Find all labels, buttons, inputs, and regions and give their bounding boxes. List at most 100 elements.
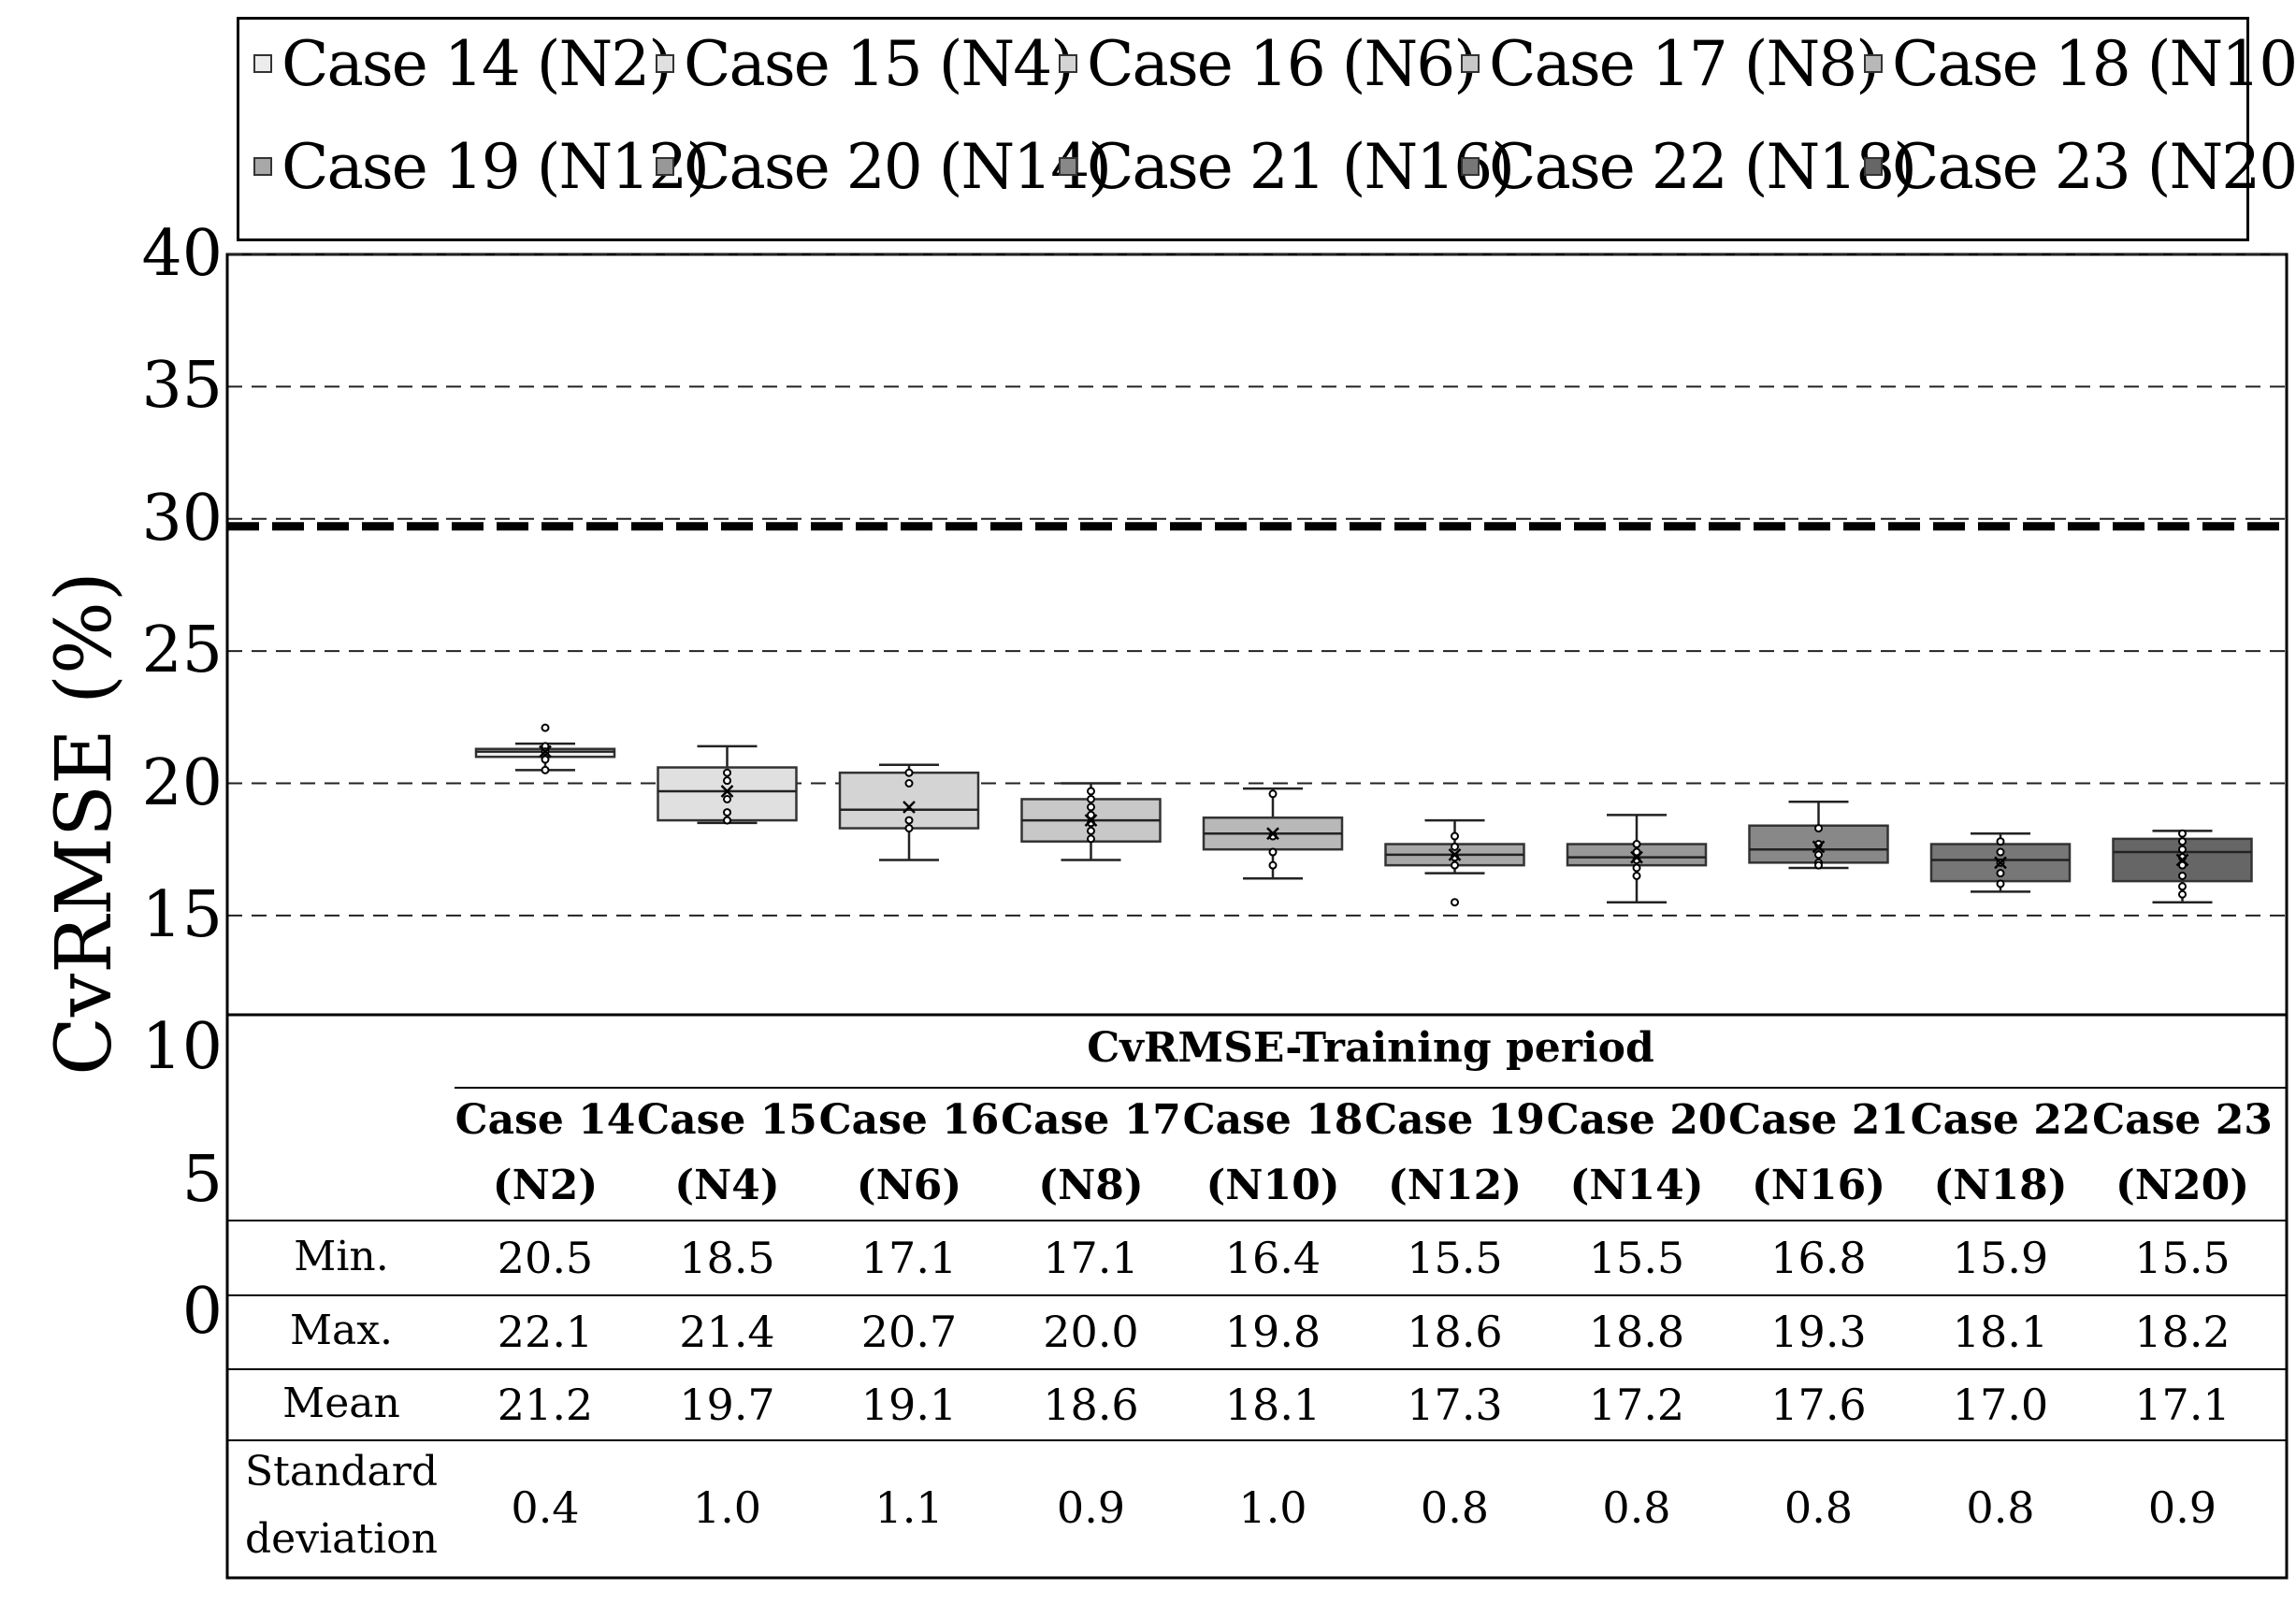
legend-entry: Case 17 (N8) <box>1461 22 1880 106</box>
legend-entry: Case 21 (N16) <box>1059 124 1515 209</box>
data-point <box>723 816 731 825</box>
legend-label: Case 15 (N4) <box>684 27 1075 100</box>
mean-marker <box>720 785 734 798</box>
row-label: Max. <box>289 1307 394 1354</box>
data-point <box>1996 837 2005 846</box>
chart-legend: Case 14 (N2) Case 15 (N4) Case 16 (N6) Case… <box>237 17 2296 241</box>
column-header-case: Case 16 <box>818 1096 1000 1144</box>
legend-label: Case 19 (N12) <box>282 130 710 203</box>
data-point <box>1268 847 1278 857</box>
data-point <box>1996 879 2005 889</box>
legend-label: Case 18 (N10) <box>1892 27 2296 100</box>
table-cell: 18.5 <box>679 1233 775 1283</box>
data-point <box>2178 882 2187 891</box>
legend-swatch <box>1864 157 1883 176</box>
data-point <box>1814 824 1823 833</box>
data-point <box>1632 847 1641 857</box>
data-point <box>904 779 914 788</box>
table-cell: 17.1 <box>1043 1233 1139 1283</box>
legend-swatch <box>253 54 272 73</box>
data-point <box>1451 842 1459 851</box>
table-cell: 20.0 <box>1043 1307 1139 1357</box>
table-cell: 18.6 <box>1407 1307 1503 1357</box>
legend-label: Case 23 (N20) <box>1892 130 2296 203</box>
y-tick-label: 30 <box>141 481 223 556</box>
row-label: Min. <box>294 1233 389 1280</box>
column-header-n: (N14) <box>1569 1162 1704 1209</box>
column-header-case: Case 22 <box>1910 1096 2091 1144</box>
column-header-case: Case 17 <box>1001 1096 1181 1144</box>
legend-label: Case 14 (N2) <box>282 27 672 100</box>
data-point <box>1451 898 1459 907</box>
table-cell: 17.1 <box>2134 1380 2231 1430</box>
table-cell: 17.6 <box>1770 1380 1867 1430</box>
column-header-n: (N12) <box>1387 1162 1523 1209</box>
data-point <box>1451 860 1459 870</box>
data-point <box>541 755 550 764</box>
table-cell: 15.5 <box>1407 1233 1503 1283</box>
table-cell: 17.3 <box>1407 1380 1503 1430</box>
data-point <box>2178 845 2187 854</box>
table-cell: 18.6 <box>1043 1380 1139 1430</box>
mean-marker <box>1630 850 1643 864</box>
legend-label: Case 17 (N8) <box>1489 27 1880 100</box>
column-header-n: (N16) <box>1751 1162 1886 1209</box>
data-point <box>904 768 914 777</box>
table-cell: 0.8 <box>1420 1482 1490 1533</box>
legend-entry: Case 23 (N20) <box>1864 124 2296 209</box>
mean-marker <box>539 744 552 759</box>
legend-label: Case 21 (N16) <box>1087 130 1515 203</box>
table-cell: 17.1 <box>860 1233 958 1283</box>
row-label-line1: Standard <box>245 1448 438 1496</box>
legend-entry: Case 18 (N10) <box>1864 22 2296 106</box>
table-cell: 18.2 <box>2134 1307 2231 1357</box>
data-point <box>723 794 731 803</box>
column-header-case: Case 18 <box>1182 1096 1364 1144</box>
legend-swatch <box>1461 157 1480 176</box>
mean-marker <box>1084 814 1098 827</box>
data-point <box>541 723 550 732</box>
column-header-n: (N4) <box>674 1162 780 1209</box>
data-point <box>2178 860 2187 870</box>
table-cell: 15.9 <box>1952 1233 2049 1283</box>
table-cell: 19.8 <box>1224 1307 1321 1357</box>
legend-swatch <box>1461 54 1480 73</box>
table-cell: 15.5 <box>2134 1233 2231 1283</box>
table-cell: 1.0 <box>1238 1482 1307 1533</box>
data-point <box>723 768 731 777</box>
table-cell: 17.0 <box>1952 1380 2049 1430</box>
legend-label: Case 22 (N18) <box>1489 130 1917 203</box>
data-point <box>904 816 914 825</box>
mean-marker <box>1266 827 1279 841</box>
data-point <box>1632 863 1641 873</box>
mean-marker <box>1994 856 2007 870</box>
data-point <box>1087 810 1095 819</box>
legend-entry: Case 15 (N4) <box>656 22 1075 106</box>
legend-entry: Case 20 (N14) <box>656 124 1112 209</box>
table-cell: 16.4 <box>1224 1233 1321 1283</box>
legend-entry: Case 16 (N6) <box>1059 22 1478 106</box>
table-cell: 20.7 <box>860 1307 958 1357</box>
table-cell: 15.5 <box>1588 1233 1685 1283</box>
row-label: Mean <box>282 1380 400 1427</box>
column-header-case: Case 15 <box>637 1096 817 1144</box>
y-tick-label: 25 <box>141 614 223 688</box>
column-header-n: (N10) <box>1206 1162 1340 1209</box>
mean-marker <box>2175 853 2189 867</box>
table-cell: 0.9 <box>1056 1482 1126 1533</box>
data-point <box>1087 834 1095 844</box>
table-cell: 0.8 <box>1966 1482 2035 1533</box>
legend-swatch <box>1059 54 1077 73</box>
column-header-n: (N6) <box>856 1162 962 1209</box>
table-cell: 18.8 <box>1588 1307 1685 1357</box>
mean-marker <box>1812 840 1826 854</box>
table-cell: 1.1 <box>874 1482 944 1533</box>
mean-marker <box>903 801 916 814</box>
column-header-case: Case 21 <box>1728 1096 1909 1144</box>
table-cell: 16.8 <box>1770 1233 1867 1283</box>
data-point <box>2178 829 2187 838</box>
data-point <box>1632 840 1641 849</box>
legend-label: Case 20 (N14) <box>684 130 1112 203</box>
table-cell: 0.4 <box>511 1482 580 1533</box>
